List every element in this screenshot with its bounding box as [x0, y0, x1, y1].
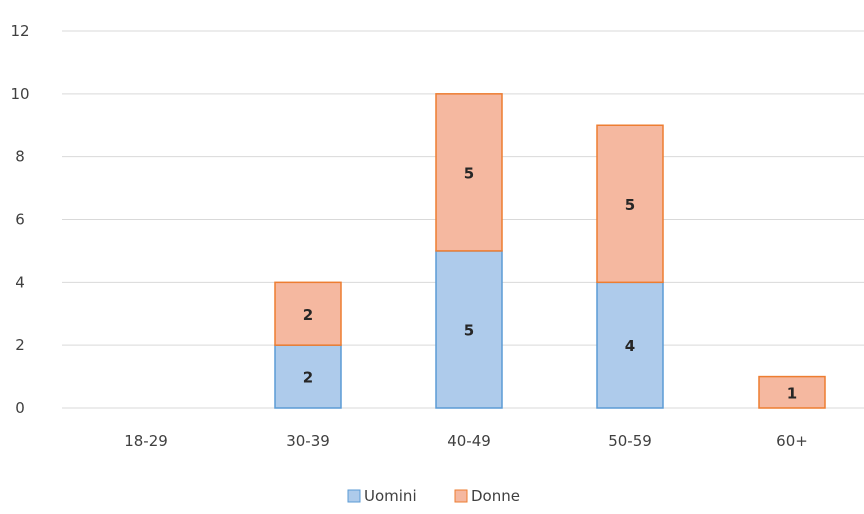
legend-item-donne: Donne — [454, 487, 520, 505]
data-label: 4 — [625, 337, 635, 355]
data-label: 2 — [303, 306, 313, 324]
y-tick-label: 8 — [15, 148, 25, 166]
bar-donne-30-39 — [274, 281, 342, 346]
bar-uomini-30-39 — [274, 344, 342, 409]
bar-donne-40-49 — [435, 93, 503, 252]
x-tick-label: 18-29 — [124, 432, 168, 450]
data-labels: 2 2 5 5 4 5 1 — [303, 164, 797, 402]
y-tick-label: 4 — [15, 273, 25, 291]
bars — [274, 93, 826, 409]
x-tick-label: 30-39 — [286, 432, 330, 450]
x-tick-label: 50-59 — [608, 432, 652, 450]
data-label: 5 — [464, 321, 474, 339]
data-label: 2 — [303, 369, 313, 387]
y-tick-label: 10 — [10, 85, 29, 103]
x-tick-label: 60+ — [776, 432, 808, 450]
y-tick-label: 0 — [15, 399, 25, 417]
x-axis: 18-29 30-39 40-49 50-59 60+ — [124, 432, 808, 450]
legend-item-uomini: Uomini — [347, 487, 417, 505]
legend-swatch — [454, 489, 468, 503]
y-tick-label: 12 — [10, 22, 29, 40]
legend: Uomini Donne — [347, 487, 520, 505]
data-label: 5 — [464, 164, 474, 182]
data-label: 5 — [625, 196, 635, 214]
bar-donne-60+ — [758, 375, 826, 409]
bar-uomini-40-49 — [435, 250, 503, 409]
legend-swatch — [347, 489, 361, 503]
data-label: 1 — [787, 384, 797, 402]
legend-label: Donne — [471, 487, 520, 505]
bar-donne-50-59 — [596, 124, 664, 284]
bar-uomini-50-59 — [596, 281, 664, 409]
x-tick-label: 40-49 — [447, 432, 491, 450]
y-tick-label: 6 — [15, 211, 25, 229]
y-tick-label: 2 — [15, 336, 25, 354]
y-axis: 0 2 4 6 8 10 12 — [10, 22, 29, 417]
legend-label: Uomini — [364, 487, 417, 505]
